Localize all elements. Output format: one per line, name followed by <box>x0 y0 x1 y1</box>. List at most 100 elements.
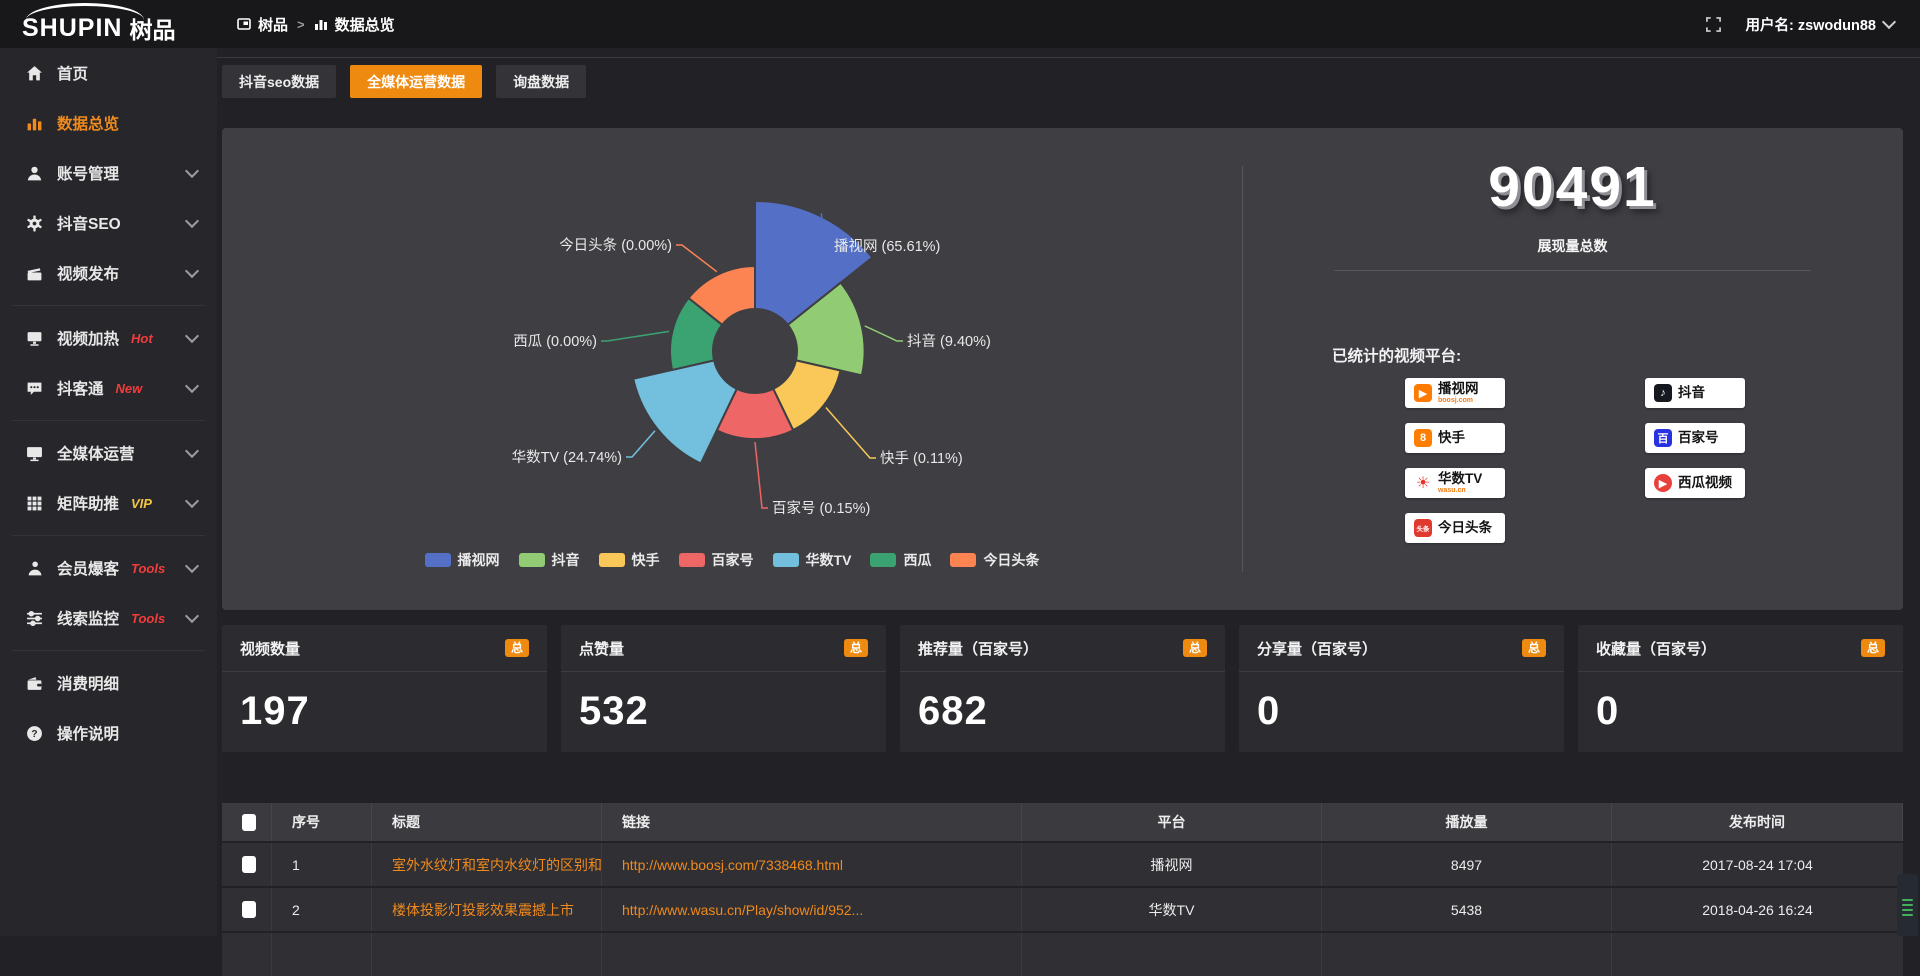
question-icon: ? <box>26 725 43 742</box>
bar-chart-icon <box>314 20 327 30</box>
row-checkbox[interactable] <box>242 856 256 873</box>
checkbox-cell <box>222 803 272 841</box>
sidebar: 首页 数据总览 账号管理 抖音SEO 视频发布 视频加热 Hot 抖客通 New 全媒体运营 矩阵助… <box>0 48 217 936</box>
video-url-link[interactable]: http://www.wasu.cn/Play/show/id/952... <box>622 901 864 918</box>
stat-card-2: 点赞量 总 532 <box>561 625 886 752</box>
svg-text:?: ? <box>31 729 37 740</box>
logo-text-cn: 树品 <box>129 17 176 43</box>
total-badge: 总 <box>504 639 529 657</box>
fullscreen-icon[interactable] <box>1706 16 1722 32</box>
platform-badge-baijiahao: 百百家号 <box>1645 423 1745 453</box>
sidebar-item-4[interactable]: 抖音SEO <box>0 198 217 248</box>
label-line <box>676 244 718 273</box>
sidebar-divider <box>12 305 205 306</box>
sidebar-item-5[interactable]: 视频发布 <box>0 248 217 298</box>
sidebar-item-2[interactable]: 数据总览 <box>0 98 217 148</box>
sidebar-item-label: 视频发布 <box>57 266 120 283</box>
tab-2[interactable]: 全媒体运营数据 <box>350 65 483 98</box>
legend-label: 今日头条 <box>983 552 1040 568</box>
stat-card-value: 0 <box>1596 689 1620 733</box>
sidebar-item-10[interactable]: 会员爆客 Tools <box>0 543 217 593</box>
slice-label: 西瓜 (0.00%) <box>513 334 597 350</box>
sidebar-item-11[interactable]: 线索监控 Tools <box>0 593 217 643</box>
label-line <box>754 442 768 509</box>
content-divider <box>217 57 1920 58</box>
column-header: 序号 <box>272 803 372 841</box>
sidebar-item-label: 数据总览 <box>57 116 120 133</box>
legend-swatch <box>598 553 625 567</box>
stat-card-title: 点赞量 <box>579 640 625 658</box>
main-content: 抖音seo数据 全媒体运营数据 询盘数据 播视网 (65.61%) 抖音 (9.40%… <box>217 48 1920 976</box>
legend-item-3[interactable]: 快手 <box>598 550 660 570</box>
label-line <box>626 430 656 458</box>
slice-label: 播视网 (65.61%) <box>834 238 940 255</box>
sidebar-item-8[interactable]: 全媒体运营 <box>0 428 217 478</box>
stat-card-4: 分享量（百家号） 总 0 <box>1239 625 1564 752</box>
platform-name: 抖音 <box>1678 385 1705 401</box>
legend-label: 华数TV <box>805 552 852 568</box>
stat-card-header: 收藏量（百家号） 总 <box>1578 625 1903 672</box>
platform-name: 今日头条 <box>1438 520 1492 536</box>
sidebar-item-6[interactable]: 视频加热 Hot <box>0 313 217 363</box>
tab-1[interactable]: 抖音seo数据 <box>222 65 337 98</box>
stat-card-1: 视频数量 总 197 <box>222 625 547 752</box>
legend-label: 快手 <box>631 552 660 568</box>
pie-slice-1[interactable] <box>754 199 874 327</box>
kuaishou-logo-icon: 8 <box>1414 429 1432 447</box>
legend-item-6[interactable]: 西瓜 <box>870 550 931 570</box>
platform-badges: ▶ 播视网 boosj.com 8 快手 ☀ 华数TV wasu.cn 头条 今日头条 ♪ 抖音百百… <box>1405 378 1745 543</box>
tab-3[interactable]: 询盘数据 <box>496 65 587 98</box>
legend-item-7[interactable]: 今日头条 <box>950 550 1039 570</box>
video-title-link[interactable]: 室外水纹灯和室内水纹灯的区别和简介 <box>392 856 602 873</box>
pie-slice-5[interactable] <box>632 359 739 465</box>
legend-item-4[interactable]: 百家号 <box>678 550 754 570</box>
table-cell: 1 <box>272 843 372 886</box>
sidebar-item-12[interactable]: 消费明细 <box>0 658 217 708</box>
platform-badge-text: 快手 <box>1438 431 1465 445</box>
platform-badge-text: 百家号 <box>1678 431 1719 445</box>
breadcrumb-root[interactable]: 树品 <box>258 16 289 34</box>
topbar: SHUPIN 树品 树品 > 数据总览 用户名: zswodun88 <box>0 0 1920 48</box>
table-cell: 2017-08-24 17:04 <box>1702 856 1813 873</box>
sidebar-item-9[interactable]: 矩阵助推 VIP <box>0 478 217 528</box>
legend-swatch <box>678 553 705 567</box>
sidebar-item-label: 矩阵助推 <box>57 496 120 513</box>
legend-item-1[interactable]: 播视网 <box>424 550 500 570</box>
video-url-link[interactable]: http://www.boosj.com/7338468.html <box>622 856 844 873</box>
stat-card-header: 点赞量 总 <box>561 625 886 672</box>
sidebar-item-7[interactable]: 抖客通 New <box>0 363 217 413</box>
user-menu[interactable]: 用户名: zswodun88 <box>1745 14 1897 35</box>
chevron-down-icon <box>184 263 200 279</box>
sidebar-badge-new: New <box>115 380 143 396</box>
sidebar-badge-tools: Tools <box>131 560 166 576</box>
platform-badge-text: 华数TV wasu.cn <box>1438 472 1482 495</box>
toutiao-logo-icon: 头条 <box>1414 519 1432 537</box>
video-title-link[interactable]: 楼体投影灯投影效果震撼上市 <box>392 901 574 918</box>
sidebar-divider <box>12 650 205 651</box>
chevron-down-icon <box>184 163 200 179</box>
chevron-down-icon <box>1881 14 1897 30</box>
column-header: 链接 <box>602 803 1022 841</box>
sidebar-item-13[interactable]: ? 操作说明 <box>0 708 217 758</box>
platform-subtext: boosj.com <box>1438 397 1474 405</box>
monitor-icon <box>26 445 43 462</box>
stat-card-header: 分享量（百家号） 总 <box>1239 625 1564 672</box>
legend-item-2[interactable]: 抖音 <box>518 550 580 570</box>
legend-item-5[interactable]: 华数TV <box>772 550 852 570</box>
sidebar-item-label: 抖客通 <box>57 381 104 398</box>
row-checkbox[interactable] <box>242 901 256 918</box>
floating-scroll-widget[interactable] <box>1897 874 1918 936</box>
chart-legend: 播视网 抖音 快手 百家号 华数TV 西瓜 今日头条 <box>332 550 1132 570</box>
table-cell: 播视网 <box>1022 843 1322 886</box>
pie-slice-2[interactable] <box>786 281 866 377</box>
pie-slice-7[interactable] <box>687 264 756 327</box>
user-icon <box>26 165 43 182</box>
select-all-checkbox[interactable] <box>242 813 256 831</box>
sidebar-item-3[interactable]: 账号管理 <box>0 148 217 198</box>
sidebar-item-1[interactable]: 首页 <box>0 48 217 98</box>
vertical-divider <box>1242 166 1243 572</box>
video-upload-icon <box>26 265 43 282</box>
douyin-logo-icon: ♪ <box>1654 384 1672 402</box>
stat-card-title: 推荐量（百家号） <box>918 640 1039 658</box>
stat-card-title: 分享量（百家号） <box>1257 640 1378 658</box>
